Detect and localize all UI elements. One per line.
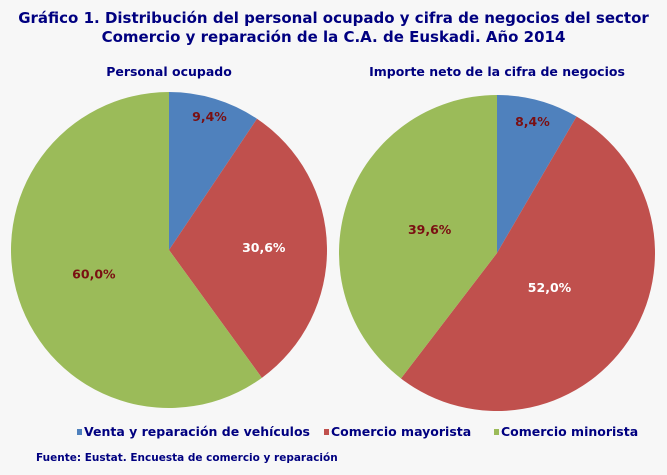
legend-label: Comercio minorista [501, 424, 639, 439]
pie-slice [169, 92, 257, 250]
data-label: 60,0% [72, 266, 116, 281]
title-line-1: Gráfico 1. Distribución del personal ocu… [18, 9, 649, 27]
source-note: Fuente: Eustat. Encuesta de comercio y r… [36, 452, 338, 464]
legend-item-vehiculos: Venta y reparación de vehículos [77, 424, 310, 439]
legend-swatch [324, 428, 329, 435]
data-label: 52,0% [528, 280, 572, 295]
legend-swatch [77, 428, 82, 435]
data-label: 8,4% [515, 114, 550, 129]
legend-label: Venta y reparación de vehículos [84, 424, 310, 439]
legend-swatch [494, 428, 499, 435]
legend-item-mayorista: Comercio mayorista [324, 424, 471, 439]
data-label: 30,6% [242, 240, 286, 255]
pie-1-title: Personal ocupado [106, 64, 232, 79]
pie-slice [497, 95, 577, 253]
data-label: 39,6% [408, 222, 452, 237]
legend-item-minorista: Comercio minorista [494, 424, 638, 439]
title-line-2: Comercio y reparación de la C.A. de Eusk… [101, 28, 566, 46]
pie-slice [339, 95, 497, 379]
chart-title: Gráfico 1. Distribución del personal ocu… [0, 9, 667, 47]
legend-label: Comercio mayorista [331, 424, 472, 439]
pie-slice [10, 92, 262, 408]
pie-slice [169, 118, 327, 378]
pie-slice [400, 116, 655, 412]
pie-2-title: Importe neto de la cifra de negocios [369, 64, 625, 79]
data-label: 9,4% [192, 109, 227, 124]
